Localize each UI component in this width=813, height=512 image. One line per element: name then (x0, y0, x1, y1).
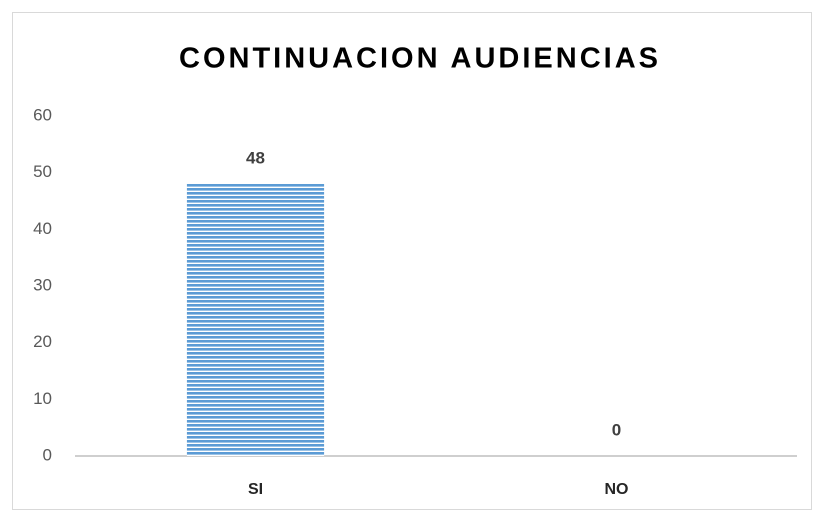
y-tick-label: 0 (43, 445, 52, 464)
y-tick-label: 30 (33, 275, 52, 294)
y-tick-label: 40 (33, 219, 52, 238)
data-label: 48 (246, 148, 265, 167)
y-tick-label: 60 (33, 105, 52, 124)
x-tick-label: SI (248, 481, 263, 498)
x-tick-label: NO (605, 481, 629, 498)
chart-border (12, 12, 812, 510)
y-tick-label: 20 (33, 332, 52, 351)
data-label: 0 (612, 420, 621, 439)
chart-title: CONTINUACION AUDIENCIAS (179, 43, 661, 75)
y-tick-label: 50 (33, 162, 52, 181)
bar (186, 184, 325, 456)
y-tick-label: 10 (33, 389, 52, 408)
